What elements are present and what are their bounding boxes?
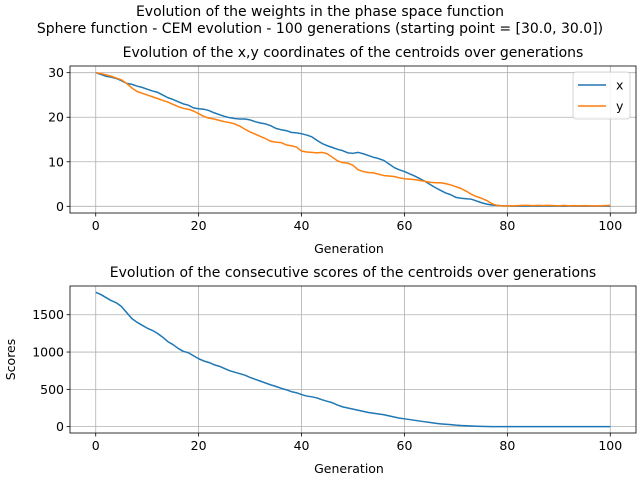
coords-x-axis-label: Generation	[314, 241, 384, 256]
coords-x-tick-label: 100	[598, 218, 622, 233]
scores-x-tick-label: 80	[499, 438, 515, 453]
coords-legend-box	[572, 71, 631, 120]
coords-y-tick-label: 20	[48, 110, 64, 125]
figure-suptitle-line1: Evolution of the weights in the phase sp…	[136, 4, 504, 20]
scores-chart: Evolution of the consecutive scores of t…	[3, 265, 637, 476]
coords-legend: xy	[572, 71, 631, 120]
figure-suptitle-line2: Sphere function - CEM evolution - 100 ge…	[37, 21, 603, 37]
coords-x-tick-label: 0	[92, 218, 100, 233]
scores-y-tick-label: 500	[40, 382, 64, 397]
scores-x-tick-label: 20	[191, 438, 207, 453]
coords-chart-title: Evolution of the x,y coordinates of the …	[123, 45, 584, 61]
coordinates-chart: Evolution of the x,y coordinates of the …	[48, 45, 637, 256]
coords-x-tick-label: 40	[294, 218, 310, 233]
coords-x-tick-label: 80	[499, 218, 515, 233]
coords-y-tick-label: 0	[56, 199, 64, 214]
coords-series-line-y	[95, 71, 611, 207]
coords-y-tick-label: 10	[48, 154, 64, 169]
coords-x-tick-label: 20	[191, 218, 207, 233]
scores-x-axis-label: Generation	[314, 461, 384, 476]
scores-chart-title: Evolution of the consecutive scores of t…	[110, 265, 596, 281]
coords-series-line-x	[95, 71, 611, 207]
scores-axes-frame	[69, 285, 637, 434]
scores-x-tick-label: 60	[397, 438, 413, 453]
scores-x-tick-label: 0	[92, 438, 100, 453]
scores-y-tick-label: 0	[56, 419, 64, 434]
scores-y-tick-label: 1000	[32, 345, 64, 360]
scores-y-tick-label: 1500	[32, 307, 64, 322]
coords-legend-label-x: x	[616, 78, 623, 93]
scores-series-line-score	[95, 291, 611, 428]
coords-x-tick-label: 60	[397, 218, 413, 233]
scores-x-tick-label: 40	[294, 438, 310, 453]
coords-y-tick-label: 30	[48, 65, 64, 80]
scores-y-axis-label: Scores	[3, 339, 18, 381]
coords-axes-frame	[69, 65, 637, 214]
scores-x-tick-label: 100	[598, 438, 622, 453]
coords-legend-label-y: y	[616, 99, 624, 114]
